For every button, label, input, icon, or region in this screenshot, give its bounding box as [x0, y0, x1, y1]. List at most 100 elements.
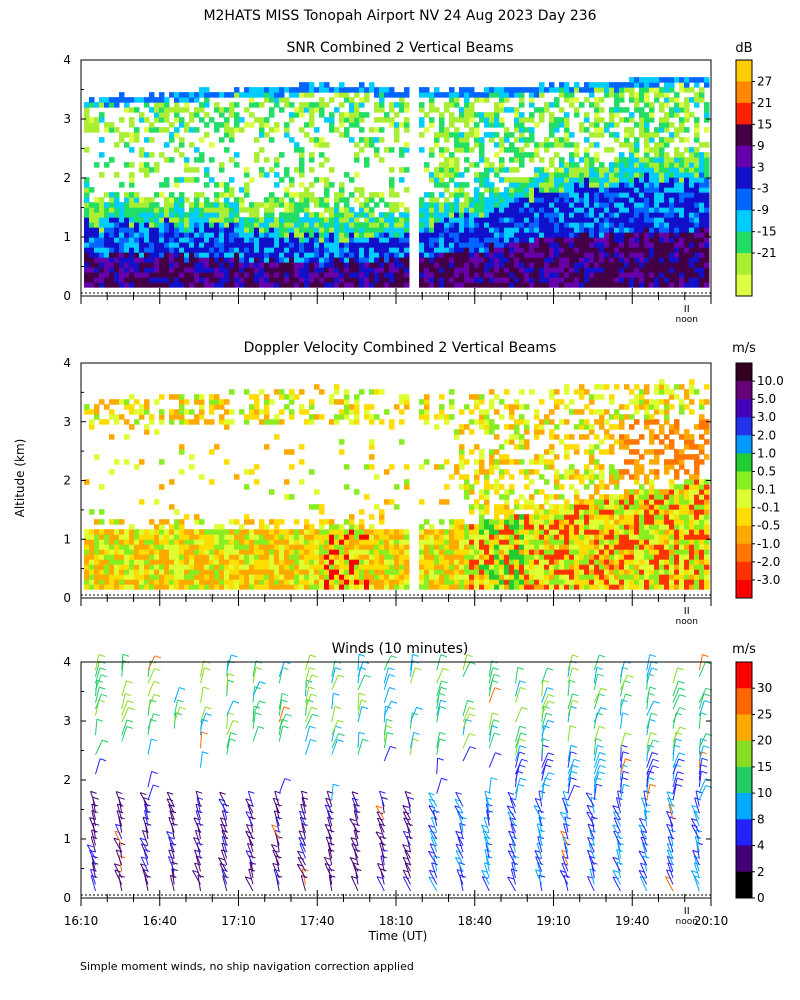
snr-cell	[199, 202, 205, 208]
snr-cell	[509, 87, 515, 93]
doppler-cell	[154, 429, 160, 435]
doppler-cell	[219, 529, 225, 535]
snr-cell	[684, 247, 690, 253]
doppler-cell	[234, 529, 240, 535]
snr-cell	[99, 237, 105, 243]
snr-cell	[94, 242, 100, 248]
snr-cell	[639, 77, 645, 83]
snr-cell	[249, 92, 255, 98]
snr-cell	[424, 272, 430, 278]
snr-cell	[179, 92, 185, 98]
snr-cell	[389, 207, 395, 213]
snr-cell	[474, 132, 480, 138]
snr-cell	[84, 117, 90, 123]
snr-cell	[254, 222, 260, 228]
snr-cell	[469, 132, 475, 138]
snr-cell	[329, 272, 335, 278]
snr-cell	[419, 197, 425, 203]
snr-cell	[679, 252, 685, 258]
snr-cell	[279, 242, 285, 248]
snr-cell	[699, 222, 705, 228]
snr-cell	[294, 217, 300, 223]
snr-cell	[84, 242, 90, 248]
snr-cell	[244, 92, 250, 98]
snr-cell	[454, 127, 460, 133]
doppler-cell	[274, 569, 280, 575]
doppler-cell	[369, 559, 375, 565]
snr-cell	[304, 82, 310, 88]
snr-cell	[99, 272, 105, 278]
snr-cell	[644, 162, 650, 168]
snr-cell	[644, 112, 650, 118]
snr-cell	[284, 282, 290, 288]
snr-cell	[429, 92, 435, 98]
snr-cell	[479, 97, 485, 103]
snr-cell	[169, 197, 175, 203]
doppler-cell	[424, 539, 430, 545]
snr-cell	[624, 247, 630, 253]
snr-cell	[204, 182, 210, 188]
snr-cell	[619, 167, 625, 173]
snr-cell	[489, 262, 495, 268]
snr-cell	[249, 247, 255, 253]
snr-cell	[244, 182, 250, 188]
doppler-cell	[459, 474, 465, 480]
snr-cell	[544, 192, 550, 198]
doppler-cell	[179, 399, 185, 405]
snr-cell	[84, 177, 90, 183]
snr-cell	[374, 117, 380, 123]
doppler-cell	[194, 554, 200, 560]
doppler-cell	[214, 549, 220, 555]
snr-cell	[514, 262, 520, 268]
doppler-cell	[309, 469, 315, 475]
snr-cell	[529, 117, 535, 123]
doppler-cell	[459, 459, 465, 465]
snr-cell	[104, 202, 110, 208]
snr-cell	[164, 142, 170, 148]
snr-cell	[444, 92, 450, 98]
snr-cell	[234, 127, 240, 133]
snr-cell	[384, 257, 390, 263]
snr-cell	[539, 202, 545, 208]
snr-cell	[94, 252, 100, 258]
snr-cell	[144, 127, 150, 133]
doppler-panel: Doppler Velocity Combined 2 Vertical Bea…	[63, 340, 783, 627]
snr-cell	[314, 142, 320, 148]
doppler-cell	[109, 399, 115, 405]
snr-cell	[444, 237, 450, 243]
snr-cell	[299, 262, 305, 268]
snr-cell	[489, 257, 495, 263]
snr-cell	[689, 272, 695, 278]
snr-cell	[609, 282, 615, 288]
snr-cell	[549, 267, 555, 273]
snr-cell	[189, 267, 195, 273]
snr-cell	[584, 182, 590, 188]
snr-cell	[109, 262, 115, 268]
doppler-cell	[219, 399, 225, 405]
snr-cell	[644, 227, 650, 233]
doppler-cell	[324, 554, 330, 560]
snr-cell	[499, 92, 505, 98]
doppler-cell	[309, 564, 315, 570]
snr-cell	[454, 217, 460, 223]
snr-cell	[544, 182, 550, 188]
snr-cell	[704, 217, 710, 223]
snr-cell	[654, 167, 660, 173]
snr-cell	[454, 212, 460, 218]
snr-cell	[184, 242, 190, 248]
snr-cell	[519, 277, 525, 283]
snr-cell	[174, 277, 180, 283]
doppler-cell	[304, 519, 310, 525]
snr-cell	[579, 122, 585, 128]
snr-title: SNR Combined 2 Vertical Beams	[286, 40, 513, 56]
doppler-cell	[299, 479, 305, 485]
doppler-cell	[254, 414, 260, 420]
snr-cell	[389, 242, 395, 248]
snr-cell	[109, 222, 115, 228]
doppler-cell	[234, 474, 240, 480]
snr-cell	[564, 197, 570, 203]
doppler-cell	[89, 549, 95, 555]
doppler-cell	[399, 549, 405, 555]
doppler-cell	[89, 509, 95, 515]
snr-cell	[659, 237, 665, 243]
